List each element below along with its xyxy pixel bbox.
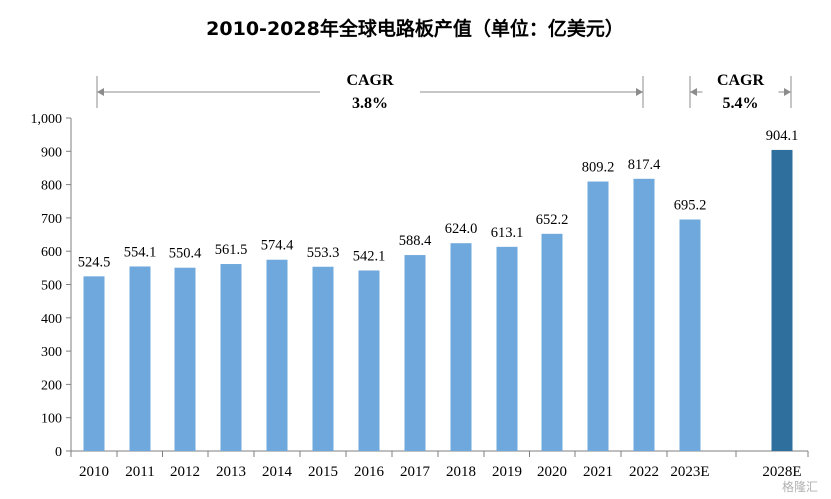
bar-2012 [174,267,196,451]
x-tick-label: 2021 [583,464,613,480]
data-label-2020: 652.2 [536,212,569,228]
data-label-2015: 553.3 [307,245,340,261]
watermark: 格隆汇 [782,479,818,494]
axes: 0 100 200 300 400 500 600 700 800 900 1,000 2010 201… [31,112,809,480]
x-tick-label: 2013 [216,464,246,480]
cagr-value: 3.8% [352,95,388,112]
data-label-2019: 613.1 [491,225,524,241]
y-tick-label: 800 [41,179,62,194]
data-label-2028e: 904.1 [766,128,799,144]
bars: 524.5 554.1 550.4 561.5 574.4 553.3 542.1 588.4… [78,128,799,452]
bar-2017 [404,255,426,451]
x-tick-label: 2012 [170,464,200,480]
x-tick-label: 2028E [762,464,801,480]
cagr-annotations: CAGR 3.8% CAGR 5.4% [96,72,792,112]
bar-2011 [129,266,151,451]
x-tick-label: 2017 [400,464,431,480]
x-tick-label: 2018 [446,464,476,480]
bar-2013 [220,264,242,451]
data-label-2016: 542.1 [353,248,386,264]
data-label-2017: 588.4 [399,233,432,249]
bar-2023e [679,219,701,451]
x-tick-label: 2014 [262,464,293,480]
y-tick-label: 200 [41,378,62,393]
data-label-2012: 550.4 [169,246,202,262]
data-label-2021: 809.2 [582,160,615,176]
chart-title: 2010-2028年全球电路板产值（单位：亿美元） [206,17,624,40]
cagr-label: CAGR [717,72,765,89]
bar-2014 [266,259,288,451]
bar-2010 [83,276,105,451]
bar-2016 [358,270,380,451]
bar-2015 [312,266,334,451]
x-tick-label: 2023E [670,464,709,480]
y-tick-label: 500 [41,279,62,294]
y-tick-label: 300 [41,345,62,360]
x-tick-label: 2010 [79,464,109,480]
y-tick-label: 1,000 [31,112,63,127]
y-tick-label: 700 [41,212,62,227]
y-tick-label: 900 [41,145,62,160]
arrow-head [784,88,791,96]
x-tick-label: 2022 [629,464,659,480]
data-label-2018: 624.0 [445,221,478,237]
bar-2022 [633,178,655,452]
y-tick-label: 600 [41,245,62,260]
arrow-head [97,88,104,96]
bar-2020 [541,233,563,451]
data-label-2011: 554.1 [124,244,157,260]
cagr-value: 5.4% [723,95,759,112]
cagr-label: CAGR [346,72,394,89]
y-tick-label: 100 [41,412,62,427]
data-label-2023e: 695.2 [674,197,707,213]
x-tick-label: 2019 [492,464,522,480]
bar-2028e [771,149,793,451]
data-label-2010: 524.5 [78,254,111,270]
cagr-bracket-2: CAGR 5.4% [689,72,792,112]
bar-2021 [587,181,609,451]
data-label-2022: 817.4 [628,157,661,173]
data-label-2014: 574.4 [261,238,294,254]
arrow-head [690,88,697,96]
y-tick-label: 0 [55,445,62,460]
x-tick-label: 2020 [537,464,567,480]
x-tick-label: 2011 [125,464,154,480]
x-tick-label: 2016 [354,464,385,480]
cagr-bracket-1: CAGR 3.8% [96,72,644,112]
data-label-2013: 561.5 [215,242,248,258]
arrow-head [636,88,643,96]
bar-2019 [496,246,518,451]
bar-2018 [450,243,472,451]
y-tick-label: 400 [41,312,62,327]
x-tick-label: 2015 [308,464,338,480]
